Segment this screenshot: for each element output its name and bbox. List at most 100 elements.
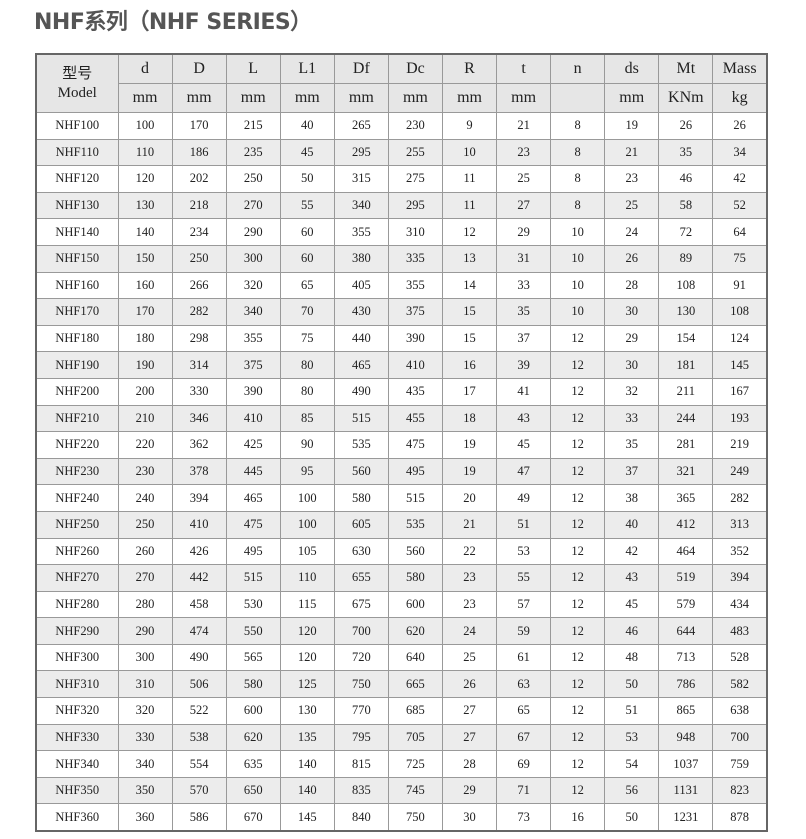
value-cell: 110 <box>117 138 173 167</box>
value-cell: 335 <box>387 244 443 273</box>
value-cell: 29 <box>496 218 552 246</box>
column-unit: mm <box>117 83 173 113</box>
column-header: Df <box>333 53 389 84</box>
value-cell: 58 <box>658 191 714 220</box>
value-cell: 355 <box>225 324 281 353</box>
value-cell: 570 <box>171 776 227 805</box>
value-cell: 145 <box>712 351 768 379</box>
value-cell: 23 <box>441 590 498 619</box>
value-cell: 43 <box>604 564 660 592</box>
value-cell: 130 <box>279 697 335 725</box>
value-cell: 250 <box>171 244 227 273</box>
value-cell: 620 <box>225 723 281 752</box>
value-cell: 495 <box>225 537 281 566</box>
value-cell: 24 <box>604 218 660 246</box>
model-cell: NHF180 <box>35 324 119 353</box>
value-cell: 515 <box>387 484 443 512</box>
value-cell: 535 <box>333 431 389 459</box>
value-cell: 365 <box>658 484 714 512</box>
value-cell: 215 <box>225 112 281 140</box>
table-row: NHF100 100 170 215 40 265 230 9 21 8 19 26 26 <box>35 112 768 140</box>
value-cell: 12 <box>550 404 606 433</box>
value-cell: 483 <box>712 617 768 645</box>
table-row: NHF320 320 522 600 130 770 685 27 65 12 51 865 638 <box>35 697 768 725</box>
model-cell: NHF140 <box>35 218 119 246</box>
value-cell: 53 <box>496 537 552 566</box>
value-cell: 120 <box>117 165 173 193</box>
value-cell: 435 <box>387 377 443 406</box>
model-cell: NHF360 <box>35 803 119 832</box>
value-cell: 522 <box>171 697 227 725</box>
value-cell: 330 <box>117 723 173 752</box>
value-cell: 26 <box>604 244 660 273</box>
value-cell: 70 <box>279 298 335 326</box>
value-cell: 105 <box>279 537 335 566</box>
value-cell: 474 <box>171 617 227 645</box>
value-cell: 244 <box>658 404 714 433</box>
value-cell: 220 <box>117 431 173 459</box>
value-cell: 530 <box>225 590 281 619</box>
model-cell: NHF320 <box>35 697 119 725</box>
table-row: NHF260 260 426 495 105 630 560 22 53 12 42 464 352 <box>35 537 768 566</box>
value-cell: 464 <box>658 537 714 566</box>
value-cell: 350 <box>117 776 173 805</box>
value-cell: 27 <box>496 191 552 220</box>
value-cell: 554 <box>171 750 227 778</box>
value-cell: 30 <box>604 298 660 326</box>
value-cell: 51 <box>604 697 660 725</box>
model-cell: NHF110 <box>35 138 119 167</box>
table-row: NHF180 180 298 355 75 440 390 15 37 12 29 154 124 <box>35 324 768 353</box>
value-cell: 230 <box>387 112 443 140</box>
value-cell: 180 <box>117 324 173 353</box>
value-cell: 13 <box>441 244 498 273</box>
value-cell: 600 <box>225 697 281 725</box>
model-cell: NHF200 <box>35 377 119 406</box>
column-header: L1 <box>279 53 335 84</box>
value-cell: 140 <box>279 750 335 778</box>
value-cell: 29 <box>604 324 660 353</box>
value-cell: 582 <box>712 670 768 699</box>
value-cell: 425 <box>225 431 281 459</box>
value-cell: 45 <box>279 138 335 167</box>
value-cell: 360 <box>117 803 173 832</box>
value-cell: 115 <box>279 590 335 619</box>
value-cell: 71 <box>496 776 552 805</box>
model-cell: NHF130 <box>35 191 119 220</box>
value-cell: 745 <box>387 776 443 805</box>
table-row: NHF280 280 458 530 115 675 600 23 57 12 45 579 434 <box>35 590 768 619</box>
value-cell: 321 <box>658 457 714 486</box>
value-cell: 23 <box>496 138 552 167</box>
value-cell: 125 <box>279 670 335 699</box>
value-cell: 41 <box>496 377 552 406</box>
value-cell: 57 <box>496 590 552 619</box>
model-cell: NHF190 <box>35 351 119 379</box>
value-cell: 12 <box>550 670 606 699</box>
value-cell: 713 <box>658 643 714 672</box>
value-cell: 644 <box>658 617 714 645</box>
value-cell: 200 <box>117 377 173 406</box>
table-row: NHF240 240 394 465 100 580 515 20 49 12 38 365 282 <box>35 484 768 512</box>
value-cell: 320 <box>117 697 173 725</box>
model-cell: NHF280 <box>35 590 119 619</box>
model-cell: NHF160 <box>35 271 119 300</box>
value-cell: 140 <box>279 776 335 805</box>
value-cell: 61 <box>496 643 552 672</box>
table-body: NHF100 100 170 215 40 265 230 9 21 8 19 26 26 NHF110 1… <box>35 112 768 832</box>
column-unit: mm <box>387 83 443 113</box>
value-cell: 26 <box>441 670 498 699</box>
value-cell: 100 <box>117 112 173 140</box>
value-cell: 170 <box>171 112 227 140</box>
value-cell: 210 <box>117 404 173 433</box>
value-cell: 110 <box>279 564 335 592</box>
value-cell: 240 <box>117 484 173 512</box>
value-cell: 38 <box>604 484 660 512</box>
value-cell: 560 <box>333 457 389 486</box>
table-row: NHF200 200 330 390 80 490 435 17 41 12 32 211 167 <box>35 377 768 406</box>
value-cell: 26 <box>712 112 768 140</box>
model-cell: NHF300 <box>35 643 119 672</box>
value-cell: 538 <box>171 723 227 752</box>
value-cell: 12 <box>550 723 606 752</box>
column-unit: mm <box>441 83 498 113</box>
value-cell: 40 <box>279 112 335 140</box>
value-cell: 25 <box>441 643 498 672</box>
